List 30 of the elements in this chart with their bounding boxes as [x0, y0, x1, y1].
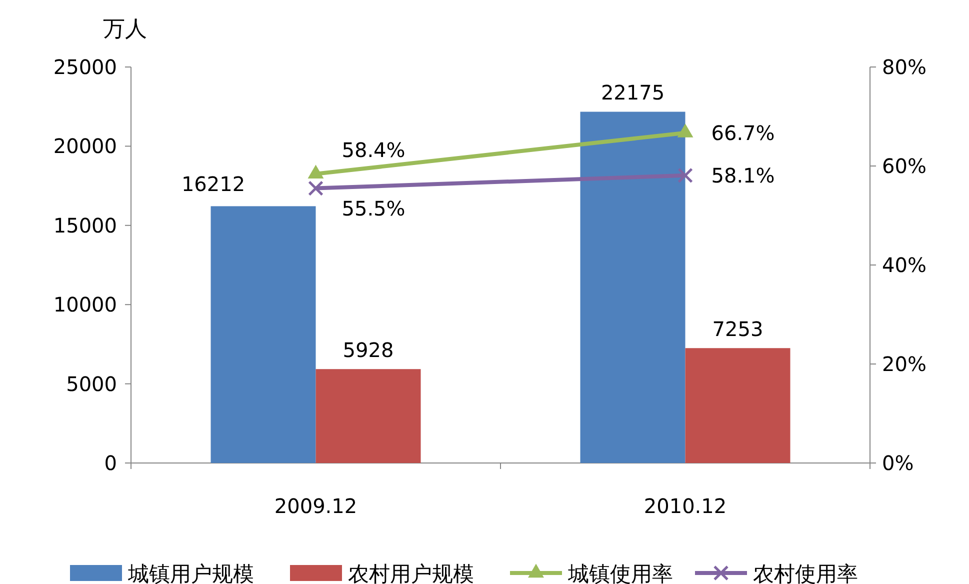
y2-tick-label: 20% [882, 352, 926, 376]
bar [580, 112, 686, 463]
data-label: 55.5% [342, 196, 406, 220]
y-axis-title: 万人 [103, 17, 147, 42]
y-tick-label: 20000 [53, 134, 117, 158]
legend-label: 农村用户规模 [348, 562, 474, 584]
y-tick-label: 0 [104, 451, 117, 475]
y2-tick-label: 40% [882, 253, 926, 277]
y2-tick-label: 0% [882, 451, 914, 475]
data-label: 16212 [181, 172, 246, 196]
y-tick-label: 25000 [53, 55, 117, 79]
y2-tick-label: 80% [882, 55, 926, 79]
data-label: 7253 [712, 317, 764, 342]
bar [685, 348, 790, 463]
data-label: 5928 [342, 338, 394, 362]
legend-label: 城镇用户规模 [127, 562, 254, 584]
data-label: 58.4% [342, 138, 406, 162]
data-label: 22175 [600, 80, 665, 105]
x-tick-label: 2010.12 [644, 494, 727, 518]
y-tick-label: 5000 [66, 372, 117, 396]
bar [210, 206, 316, 463]
x-tick-label: 2009.12 [274, 494, 358, 518]
data-label: 58.1% [711, 163, 775, 188]
bar [316, 369, 421, 463]
y-tick-label: 15000 [53, 213, 117, 238]
legend-label: 农村使用率 [753, 562, 858, 584]
data-label: 66.7% [711, 120, 775, 145]
y-tick-label: 10000 [53, 292, 117, 317]
legend-label: 城镇使用率 [567, 562, 673, 584]
y2-tick-label: 60% [882, 154, 926, 178]
